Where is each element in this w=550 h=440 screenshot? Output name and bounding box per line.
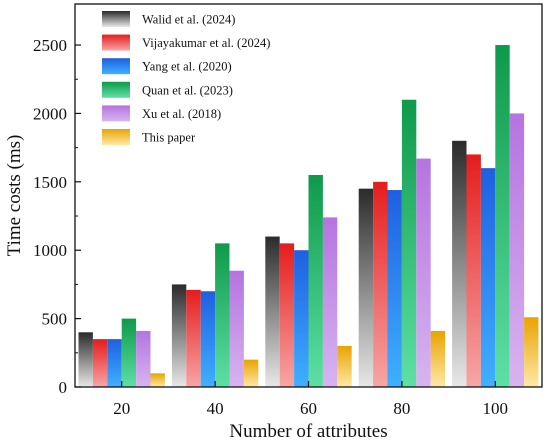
bar-1-2	[279, 243, 295, 388]
legend-label-3: Quan et al. (2023)	[142, 83, 233, 97]
legend-swatch-0	[102, 11, 130, 27]
x-tick-label-0: 20	[113, 399, 130, 418]
bar-5-0	[150, 373, 165, 387]
bar-4-3	[416, 158, 431, 387]
bar-5-2	[337, 345, 352, 387]
bar-3-2	[308, 174, 323, 387]
axes-group: 0 500 1000 1500 2000 2500 20 40 60 80 100	[33, 3, 543, 418]
legend: Walid et al. (2024) Vijayakumar et al. (2…	[102, 11, 270, 145]
x-axis-title: Number of attributes	[229, 421, 387, 440]
bar-3-0	[121, 318, 137, 387]
legend-swatch-5	[102, 129, 130, 145]
bar-1-1	[186, 289, 201, 387]
bar-2-1	[200, 291, 216, 387]
bar-2-2	[294, 250, 309, 387]
x-tick-label-2: 60	[300, 399, 317, 418]
legend-swatch-1	[102, 34, 130, 51]
y-tick-label-1: 500	[42, 310, 68, 329]
bar-3-1	[215, 243, 230, 388]
bar-0-3	[358, 188, 374, 387]
bar-2-3	[387, 190, 402, 387]
bar-2-0	[107, 339, 122, 388]
y-tick-label-2: 1000	[33, 241, 67, 260]
bar-3-4	[495, 45, 510, 387]
bar-5-1	[243, 359, 259, 387]
x-tick-label-4: 100	[483, 399, 509, 418]
y-tick-label-5: 2500	[33, 36, 67, 55]
bar-4-1	[229, 270, 244, 387]
bar-4-2	[322, 217, 338, 387]
legend-label-2: Yang et al. (2020)	[142, 60, 232, 74]
bar-5-3	[430, 330, 446, 387]
bar-2-4	[480, 168, 496, 387]
bar-3-3	[401, 99, 417, 387]
legend-swatch-4	[102, 105, 130, 122]
bar-0-1	[171, 284, 187, 387]
legend-label-0: Walid et al. (2024)	[142, 13, 235, 27]
bar-1-3	[373, 181, 388, 387]
bar-0-0	[78, 332, 93, 387]
bar-0-4	[452, 140, 467, 387]
legend-swatch-3	[102, 81, 130, 98]
x-tick-label-1: 40	[207, 399, 224, 418]
bar-1-4	[466, 154, 481, 387]
y-axis-title: Time costs (ms)	[4, 135, 25, 257]
bar-5-4	[524, 317, 539, 387]
legend-swatch-2	[102, 58, 130, 75]
legend-label-5: This paper	[142, 131, 196, 145]
bar-4-0	[136, 330, 151, 387]
y-tick-label-4: 2000	[33, 104, 67, 123]
legend-label-1: Vijayakumar et al. (2024)	[142, 36, 270, 50]
bars-group	[78, 45, 539, 388]
bar-1-0	[92, 339, 108, 388]
y-tick-label-3: 1500	[33, 173, 67, 192]
bar-4-4	[509, 113, 525, 388]
x-tick-label-3: 80	[393, 399, 410, 418]
y-tick-label-0: 0	[59, 378, 68, 397]
legend-label-4: Xu et al. (2018)	[142, 107, 221, 121]
bar-0-2	[265, 236, 280, 387]
